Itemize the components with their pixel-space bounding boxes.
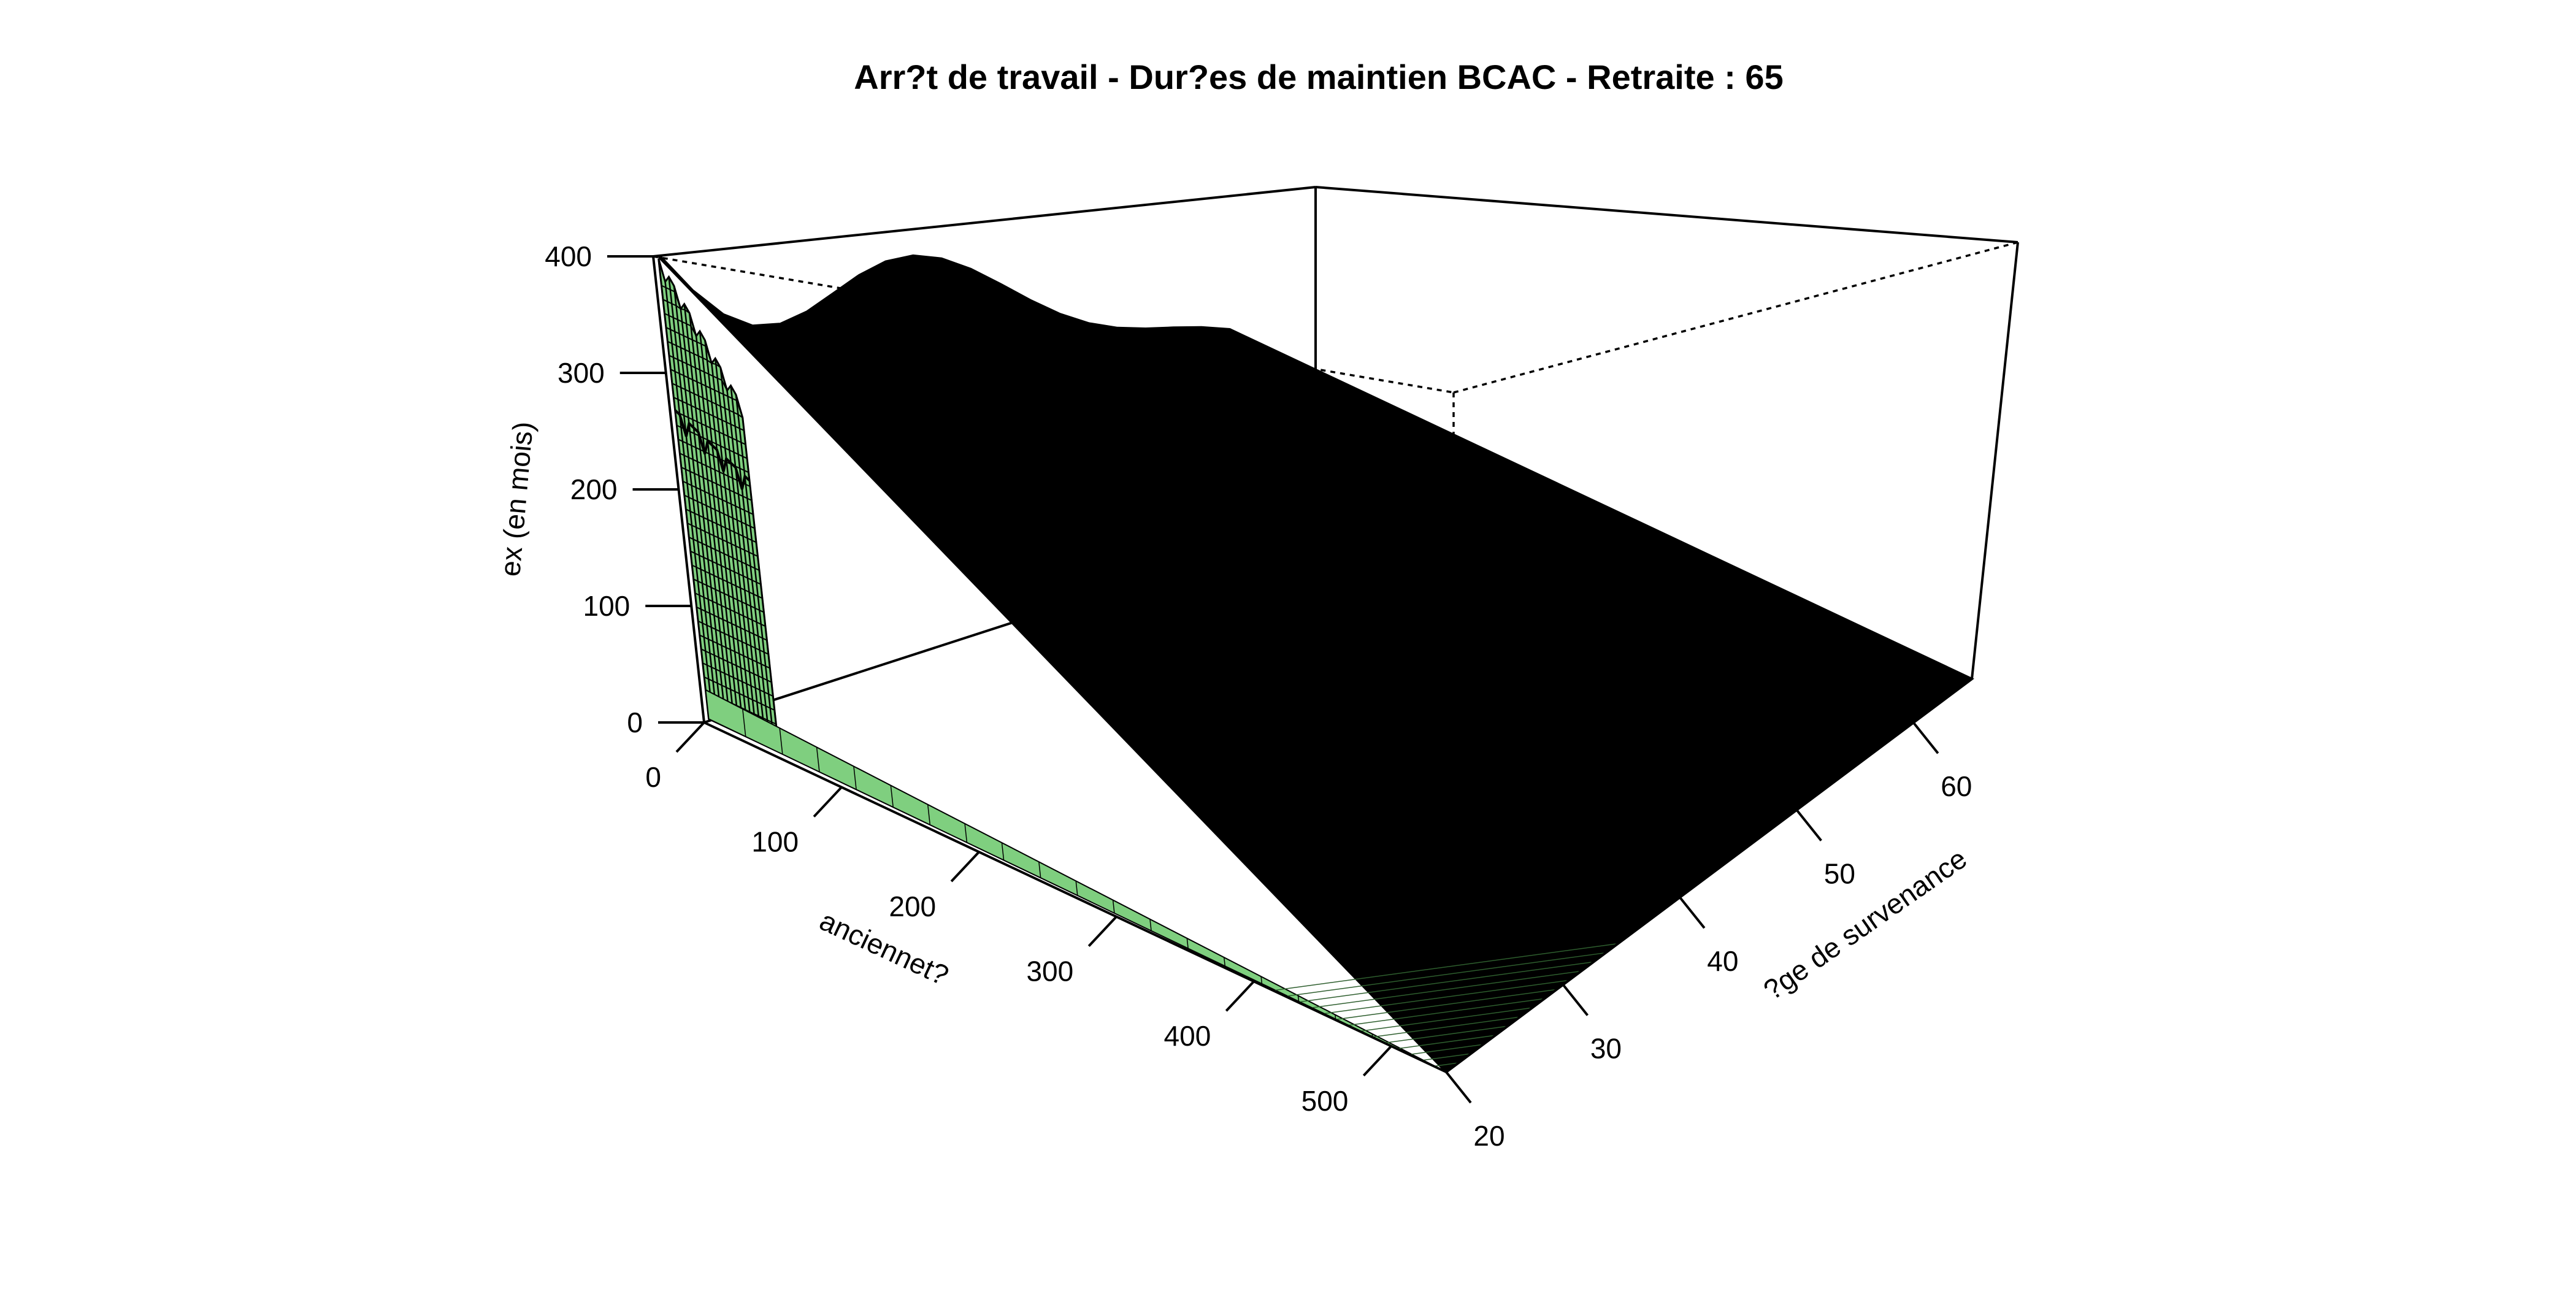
y-tick-label: 40 [1707, 945, 1738, 977]
chart-title: Arr?t de travail - Dur?es de maintien BC… [854, 58, 1783, 96]
x-tick-label: 0 [645, 761, 661, 793]
x-tick [677, 722, 704, 752]
z-axis-label: ex (en mois) [494, 420, 539, 578]
x-tick-label: 500 [1301, 1085, 1349, 1117]
y-tick-label: 20 [1473, 1120, 1505, 1152]
z-tick-label: 0 [627, 707, 643, 738]
y-tick-label: 50 [1824, 858, 1855, 890]
x-tick [1089, 917, 1116, 946]
x-tick-label: 100 [751, 826, 799, 858]
x-tick-label: 300 [1026, 956, 1073, 987]
x-tick [1226, 981, 1254, 1011]
x-tick [951, 852, 979, 881]
y-tick-label: 30 [1590, 1033, 1622, 1065]
z-tick-label: 400 [545, 240, 592, 272]
y-tick [1563, 985, 1587, 1016]
y-tick-label: 60 [1941, 770, 1972, 802]
x-tick [1363, 1046, 1391, 1076]
y-axis-label: ?ge de survenance [1758, 842, 1972, 1006]
z-tick-label: 200 [570, 473, 618, 505]
y-tick [1446, 1072, 1471, 1103]
x-tick-label: 200 [889, 891, 936, 922]
x-tick-label: 400 [1164, 1020, 1211, 1052]
x-tick [814, 787, 841, 817]
z-tick-label: 300 [558, 357, 605, 389]
y-tick [1914, 722, 1938, 753]
y-tick [1796, 810, 1821, 841]
z-tick-label: 100 [583, 590, 631, 622]
y-tick [1680, 897, 1704, 928]
